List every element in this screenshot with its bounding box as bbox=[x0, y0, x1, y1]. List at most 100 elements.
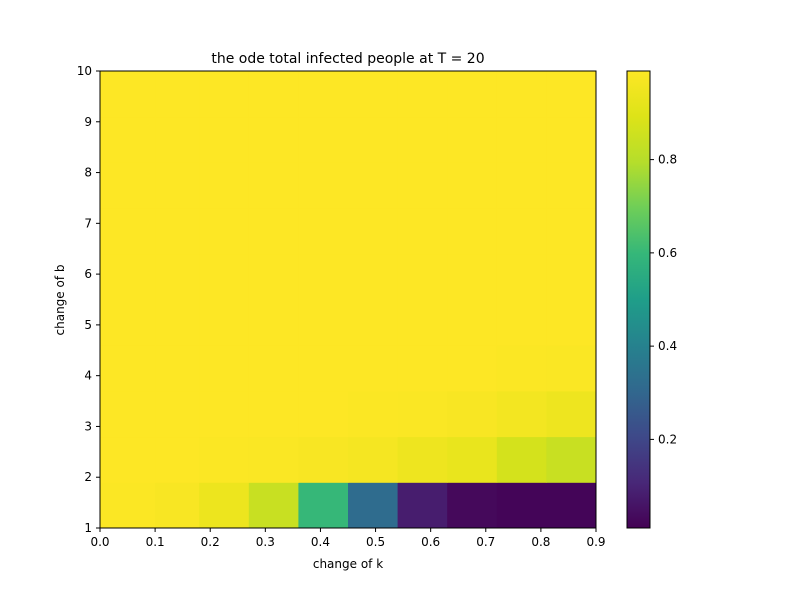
x-tick-label: 0.8 bbox=[531, 535, 550, 549]
heatmap-cell bbox=[199, 162, 250, 209]
y-axis: 1 2 3 4 5 6 7 8 9 10 bbox=[77, 64, 100, 535]
heatmap-cell bbox=[496, 482, 547, 529]
heatmap-cell bbox=[100, 208, 156, 255]
heatmap-cell bbox=[546, 436, 597, 483]
heatmap-cell bbox=[546, 482, 597, 529]
heatmap-cell bbox=[348, 162, 399, 209]
heatmap-cell bbox=[397, 208, 448, 255]
heatmap-cell bbox=[348, 436, 399, 483]
heatmap-cell bbox=[397, 390, 448, 438]
heatmap-cell bbox=[248, 299, 299, 346]
heatmap-cell bbox=[155, 436, 200, 483]
heatmap-cell bbox=[155, 71, 200, 118]
chart-title: the ode total infected people at T = 20 bbox=[211, 51, 484, 67]
heatmap-cell bbox=[546, 208, 597, 255]
y-tick-label: 2 bbox=[84, 470, 92, 484]
x-tick-label: 0.9 bbox=[586, 535, 605, 549]
heatmap-cell bbox=[155, 390, 200, 438]
heatmap-cell bbox=[199, 208, 250, 255]
x-tick-label: 0.3 bbox=[256, 535, 275, 549]
colorbar-tick-label: 0.2 bbox=[658, 432, 677, 446]
heatmap-cell bbox=[447, 436, 498, 483]
x-tick-label: 0.1 bbox=[146, 535, 165, 549]
y-tick-label: 9 bbox=[84, 115, 92, 129]
x-tick-label: 0.5 bbox=[366, 535, 385, 549]
heatmap-cell bbox=[397, 71, 448, 118]
heatmap-cell bbox=[447, 390, 498, 438]
heatmap-cell bbox=[546, 299, 597, 346]
heatmap-cell bbox=[298, 390, 349, 438]
x-tick-label: 0.0 bbox=[90, 535, 109, 549]
heatmap-cell bbox=[100, 436, 156, 483]
heatmap-cell bbox=[397, 345, 448, 392]
heatmap-cell bbox=[397, 482, 448, 529]
heatmap-cell bbox=[298, 482, 349, 529]
heatmap-cell bbox=[546, 390, 597, 438]
heatmap-cell bbox=[199, 116, 250, 163]
heatmap-cell bbox=[298, 116, 349, 163]
heatmap-cell bbox=[447, 116, 498, 163]
heatmap-cell bbox=[397, 116, 448, 163]
heatmap-cell bbox=[100, 482, 156, 529]
heatmap-cell bbox=[100, 253, 156, 300]
heatmap-cell bbox=[397, 299, 448, 346]
heatmap-cell bbox=[447, 299, 498, 346]
heatmap-cell bbox=[546, 345, 597, 392]
heatmap-cell bbox=[100, 116, 156, 163]
heatmap-cell bbox=[248, 116, 299, 163]
colorbar-tick-label: 0.4 bbox=[658, 339, 677, 353]
heatmap-cell bbox=[546, 253, 597, 300]
heatmap-cell bbox=[348, 390, 399, 438]
x-tick-label: 0.7 bbox=[476, 535, 495, 549]
heatmap-cell bbox=[397, 253, 448, 300]
heatmap-cell bbox=[155, 345, 200, 392]
colorbar bbox=[626, 70, 651, 529]
y-tick-label: 8 bbox=[84, 166, 92, 180]
heatmap-cell bbox=[348, 482, 399, 529]
heatmap-cell bbox=[298, 345, 349, 392]
x-axis: 0.0 0.1 0.2 0.3 0.4 0.5 0.6 0.7 0.8 0.9 bbox=[90, 528, 606, 549]
heatmap-cell bbox=[546, 162, 597, 209]
heatmap-cell bbox=[155, 208, 200, 255]
heatmap-cell bbox=[348, 116, 399, 163]
heatmap-cell bbox=[496, 436, 547, 483]
heatmap-cell bbox=[348, 71, 399, 118]
heatmap-cell bbox=[248, 71, 299, 118]
heatmap-cell bbox=[248, 436, 299, 483]
x-tick-label: 0.2 bbox=[201, 535, 220, 549]
heatmap-cell bbox=[155, 253, 200, 300]
heatmap-cell bbox=[496, 299, 547, 346]
heatmap-cell bbox=[496, 208, 547, 255]
y-tick-label: 6 bbox=[84, 267, 92, 281]
y-tick-label: 7 bbox=[84, 216, 92, 230]
heatmap-cell bbox=[447, 253, 498, 300]
heatmap-cell bbox=[397, 162, 448, 209]
heatmap-cell bbox=[248, 345, 299, 392]
heatmap-cell bbox=[248, 390, 299, 438]
heatmap-cell bbox=[100, 299, 156, 346]
heatmap-cell bbox=[199, 482, 250, 529]
y-tick-label: 10 bbox=[77, 64, 92, 78]
heatmap-cell bbox=[199, 253, 250, 300]
heatmap-cell bbox=[100, 71, 156, 118]
plot-frame bbox=[99, 70, 597, 529]
heatmap-cell bbox=[496, 345, 547, 392]
heatmap-cell bbox=[100, 162, 156, 209]
heatmap-cells bbox=[100, 71, 597, 529]
heatmap-cell bbox=[248, 253, 299, 300]
heatmap-cell bbox=[298, 162, 349, 209]
heatmap-cell bbox=[199, 299, 250, 346]
heatmap-cell bbox=[496, 71, 547, 118]
heatmap-cell bbox=[298, 71, 349, 118]
heatmap-cell bbox=[199, 390, 250, 438]
heatmap-cell bbox=[447, 162, 498, 209]
heatmap-cell bbox=[447, 345, 498, 392]
heatmap-cell bbox=[248, 208, 299, 255]
heatmap-cell bbox=[199, 345, 250, 392]
y-tick-label: 3 bbox=[84, 419, 92, 433]
heatmap-cell bbox=[397, 436, 448, 483]
heatmap-cell bbox=[348, 299, 399, 346]
heatmap-cell bbox=[348, 345, 399, 392]
